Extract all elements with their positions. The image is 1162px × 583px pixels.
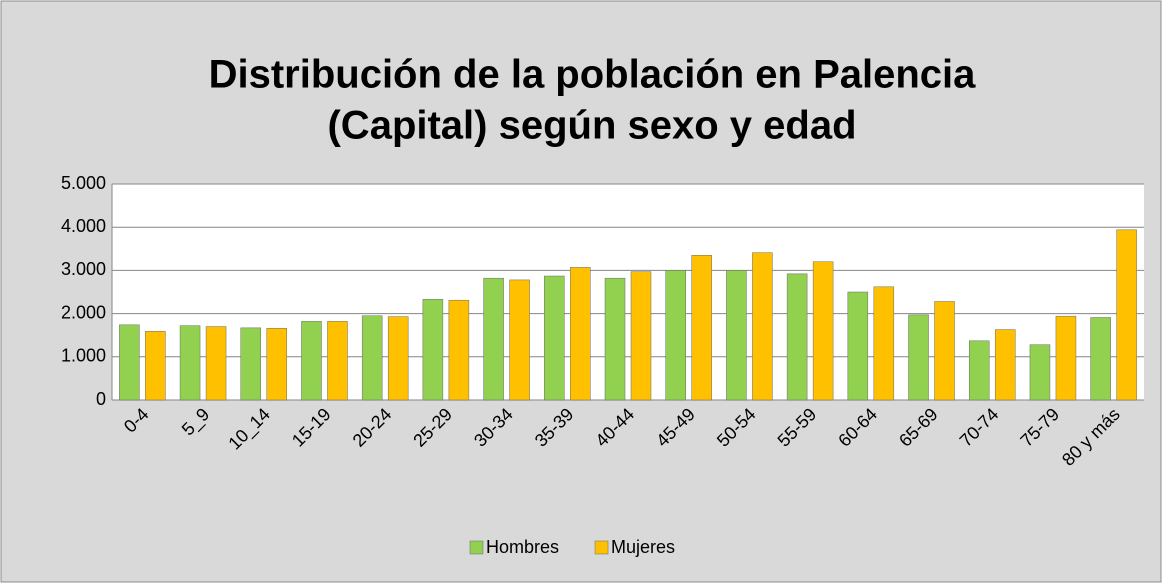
bar: [1116, 229, 1137, 401]
bar: [422, 299, 444, 401]
bar: [509, 279, 530, 401]
bar: [179, 325, 201, 401]
bar: [1055, 315, 1077, 401]
bar: [145, 331, 166, 401]
bar: [301, 321, 322, 401]
y-tick-label: 2.000: [61, 302, 106, 322]
bar: [1029, 344, 1051, 401]
bar: [266, 328, 288, 401]
bar: [604, 277, 626, 401]
y-tick-label: 4.000: [61, 216, 106, 236]
chart-title: (Capital) según sexo y edad: [327, 104, 856, 148]
chart-title: Distribución de la población en Palencia: [209, 53, 977, 97]
bar: [205, 326, 227, 401]
bar: [387, 316, 409, 401]
bar: [994, 329, 1016, 401]
bar: [847, 291, 869, 401]
bar: [934, 301, 955, 401]
legend-swatch: [594, 540, 609, 555]
legend-label: Mujeres: [611, 537, 675, 557]
bar: [873, 286, 895, 401]
legend-label: Hombres: [486, 537, 559, 557]
bar: [691, 255, 712, 401]
bar: [812, 261, 834, 401]
bar: [119, 324, 140, 401]
bar: [240, 327, 262, 401]
bar: [968, 340, 990, 401]
y-tick-label: 5.000: [61, 173, 106, 193]
legend-swatch: [469, 540, 484, 555]
y-tick-label: 3.000: [61, 259, 106, 279]
bar: [752, 252, 773, 401]
y-tick-label: 0: [96, 389, 106, 409]
bar: [908, 314, 929, 401]
bar: [544, 275, 565, 401]
y-tick-label: 1.000: [61, 346, 106, 366]
bar: [726, 270, 747, 401]
bar: [327, 321, 348, 401]
bar: [630, 271, 652, 401]
bar: [448, 299, 470, 401]
bar: [570, 267, 591, 401]
bar: [361, 315, 383, 401]
bar: [483, 277, 504, 401]
bar: [665, 270, 686, 401]
bar: [1090, 317, 1111, 401]
bar: [786, 273, 808, 401]
